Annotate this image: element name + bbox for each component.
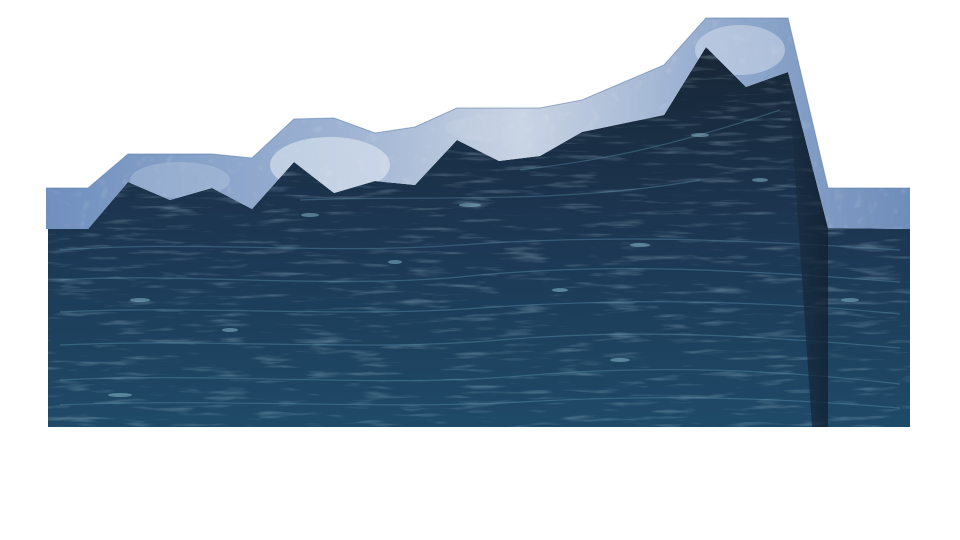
ridge-outline [46,17,910,189]
rock-texture [48,47,910,427]
